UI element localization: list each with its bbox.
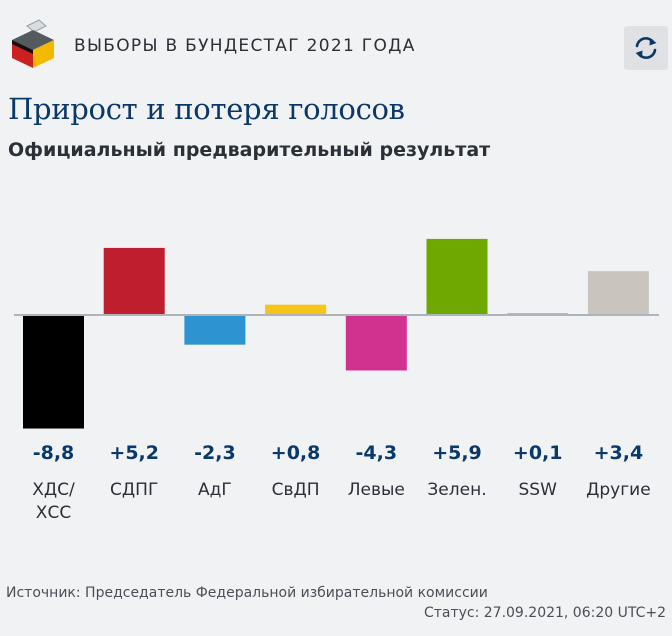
bar: [103, 247, 165, 315]
value-label: +5,2: [109, 442, 159, 464]
category-label: СвДП: [272, 480, 320, 500]
ballot-box-icon: [10, 16, 56, 70]
header-title: ВЫБОРЫ В БУНДЕСТАГ 2021 ГОДА: [74, 36, 416, 56]
bar: [587, 271, 649, 315]
source-note: Источник: Председатель Федеральной избир…: [6, 585, 488, 601]
value-label: -4,3: [356, 442, 398, 464]
bar-chart: -8,8 ХДС/ХСС +5,2 СДПГ -2,3 АдГ +0,8 СвДП -4,3 Ле…: [14, 238, 659, 523]
category-label: Левые: [348, 480, 405, 500]
value-label: -2,3: [194, 442, 236, 464]
category-label: Другие: [586, 480, 651, 500]
bar: [345, 315, 407, 371]
value-label: +5,9: [432, 442, 482, 464]
bar: [426, 238, 488, 315]
chart-title: Прирост и потеря голосов: [8, 92, 405, 126]
value-label: +0,8: [271, 442, 321, 464]
category-label: ХДС/: [32, 480, 75, 500]
category-label: СДПГ: [110, 480, 158, 500]
value-label: -8,8: [33, 442, 75, 464]
value-label: +0,1: [513, 442, 563, 464]
header: ВЫБОРЫ В БУНДЕСТАГ 2021 ГОДА: [0, 0, 672, 92]
bar: [184, 315, 246, 345]
chart-subtitle: Официальный предварительный результат: [8, 139, 491, 161]
refresh-button[interactable]: [624, 26, 668, 70]
status-timestamp: Статус: 27.09.2021, 06:20 UTC+2: [423, 605, 666, 621]
bar: [265, 304, 327, 315]
category-label: АдГ: [198, 480, 232, 500]
category-label: SSW: [518, 480, 557, 500]
bar: [23, 315, 84, 429]
category-label: Зелен.: [427, 480, 486, 500]
value-label: +3,4: [594, 442, 644, 464]
category-label: ХСС: [36, 503, 71, 523]
